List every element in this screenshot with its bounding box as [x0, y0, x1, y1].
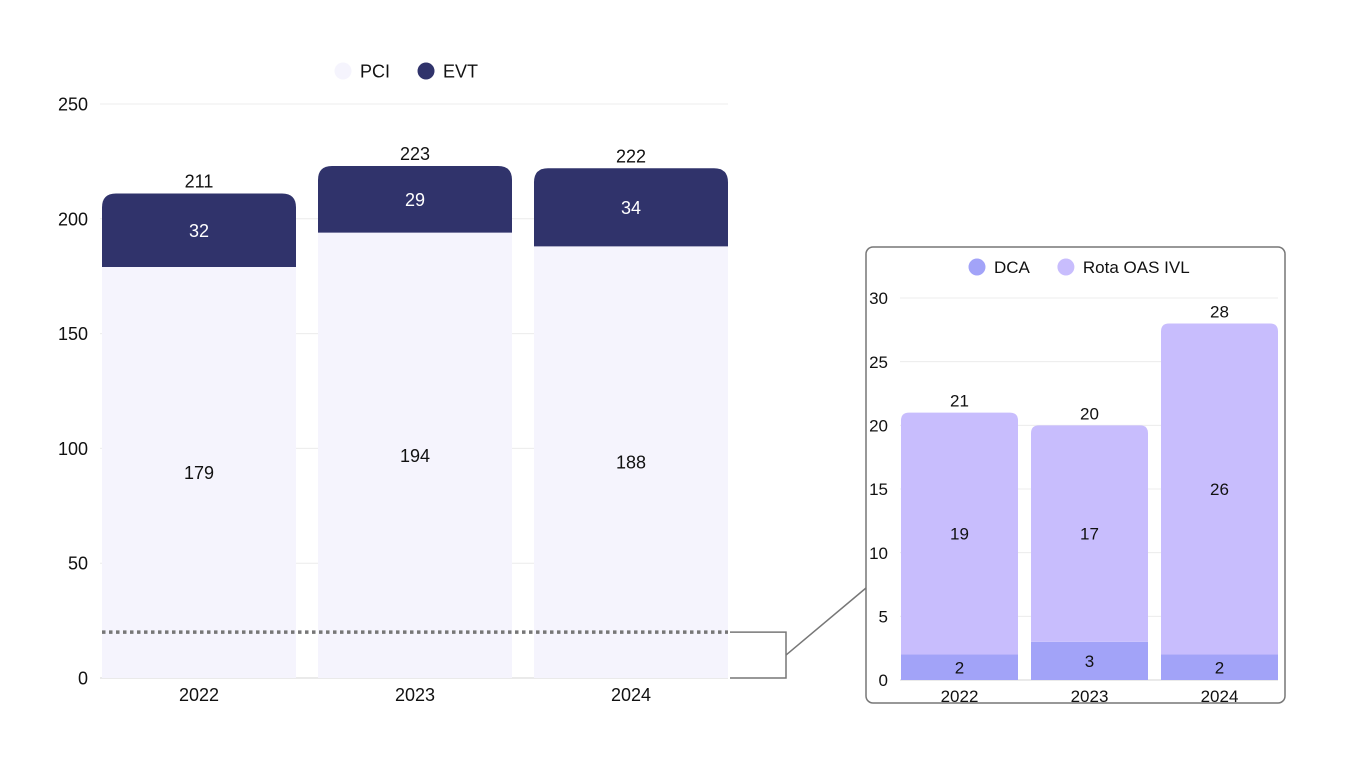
y-tick-label: 0 [879, 671, 888, 690]
zoom-connector [730, 587, 867, 679]
total-label: 211 [185, 172, 214, 192]
inset-bars [901, 323, 1278, 680]
data-label: 17 [1080, 525, 1099, 544]
total-label: 21 [950, 392, 969, 411]
y-tick-label: 200 [58, 209, 88, 229]
y-tick-label: 25 [869, 353, 888, 372]
bar-segment [1161, 654, 1278, 680]
legend-label: EVT [443, 61, 478, 81]
legend-marker [1057, 258, 1075, 276]
bar-segment [102, 193, 296, 268]
data-label: 32 [189, 221, 209, 241]
y-tick-label: 15 [869, 480, 888, 499]
y-tick-label: 5 [879, 607, 888, 626]
data-label: 3 [1085, 652, 1094, 671]
x-tick-label: 2023 [1071, 687, 1109, 706]
y-tick-label: 100 [58, 439, 88, 459]
data-label: 188 [616, 453, 646, 473]
inset-stacked-bar-chart: 051015202530219212022317202023226282024 … [865, 246, 1286, 706]
x-tick-label: 2023 [395, 685, 435, 705]
legend-label: PCI [360, 61, 390, 81]
data-label: 29 [405, 190, 425, 210]
bar-segment [318, 165, 512, 233]
data-label: 2 [1215, 658, 1224, 677]
data-label: 26 [1210, 480, 1229, 499]
bar-segment [1161, 323, 1278, 655]
y-tick-label: 10 [869, 544, 888, 563]
y-tick-label: 150 [58, 324, 88, 344]
data-label: 2 [955, 658, 964, 677]
y-tick-label: 30 [869, 289, 888, 308]
inset-labels: 0 5 10 15 20 25 30 2 19 21 2022 3 17 20 2023 2 26 28 2024 [869, 289, 1238, 706]
main-stacked-bar-chart: 0 50 100 150 200 250 179 32 211 2022 194 29 223 2023 1… [58, 61, 728, 705]
legend-label: DCA [994, 258, 1031, 277]
y-tick-label: 50 [68, 554, 88, 574]
data-label: 179 [184, 463, 214, 483]
connector-line [785, 587, 867, 656]
bar-segment [102, 267, 296, 678]
x-tick-label: 2024 [1201, 687, 1239, 706]
main-bars [102, 165, 728, 679]
bar-segment [1031, 425, 1148, 642]
inset-legend: DCA Rota OAS IVL [968, 258, 1190, 277]
y-tick-label: 20 [869, 416, 888, 435]
x-tick-label: 2022 [941, 687, 979, 706]
main-labels: 0 50 100 150 200 250 179 32 211 2022 194 29 223 2023 1… [58, 94, 651, 705]
y-tick-label: 250 [58, 94, 88, 114]
data-label: 194 [400, 446, 430, 466]
data-label: 19 [950, 525, 969, 544]
total-label: 222 [616, 146, 646, 166]
bar-segment [901, 412, 1018, 655]
total-label: 223 [400, 144, 430, 164]
legend-marker [417, 62, 435, 80]
x-tick-label: 2024 [611, 685, 651, 705]
x-tick-label: 2022 [179, 685, 219, 705]
bar-segment [534, 168, 728, 247]
y-tick-label: 0 [78, 668, 88, 688]
total-label: 20 [1080, 404, 1099, 423]
legend-marker [968, 258, 986, 276]
connector-bracket [730, 631, 787, 679]
legend-marker [334, 62, 352, 80]
bar-segment [534, 246, 728, 679]
bar-segment [901, 654, 1018, 680]
data-label: 34 [621, 198, 641, 218]
bar-segment [318, 232, 512, 679]
total-label: 28 [1210, 302, 1229, 321]
bar-segment [1031, 641, 1148, 680]
legend-label: Rota OAS IVL [1083, 258, 1190, 277]
main-legend: PCI EVT [334, 61, 478, 81]
